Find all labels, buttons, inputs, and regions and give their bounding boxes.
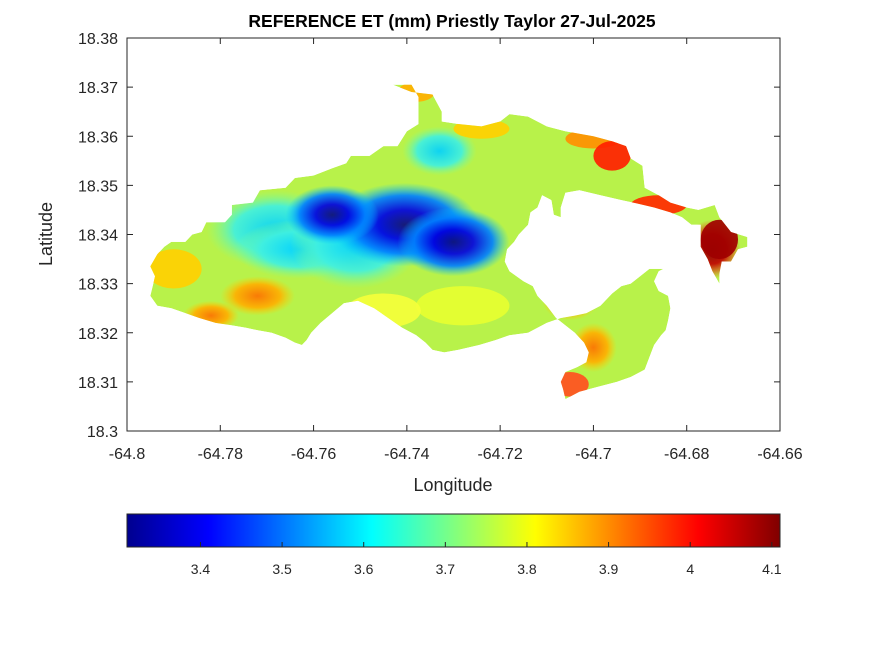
x-tick-label: -64.74 xyxy=(384,446,429,463)
colorbar-tick-label: 3.6 xyxy=(354,561,374,577)
et-value-patch xyxy=(220,276,295,316)
colorbar-tick-label: 3.7 xyxy=(436,561,456,577)
colorbar-tick-label: 3.5 xyxy=(272,561,292,577)
y-axis: 18.3 18.31 18.32 18.33 18.34 18.35 18.36 18.37 1… xyxy=(78,31,780,441)
y-axis-label: Latitude xyxy=(36,202,56,266)
x-tick-label: -64.66 xyxy=(757,446,802,463)
y-tick-label: 18.33 xyxy=(78,277,118,294)
chart-title: REFERENCE ET (mm) Priestly Taylor 27-Jul… xyxy=(248,11,655,31)
x-axis: -64.8 -64.78 -64.76 -64.74 -64.72 -64.7 -64.68… xyxy=(109,38,803,463)
y-tick-label: 18.31 xyxy=(78,375,118,392)
y-tick-label: 18.35 xyxy=(78,178,118,195)
et-value-patch xyxy=(416,286,510,326)
colorbar xyxy=(126,513,781,548)
colorbar-ticks: 3.4 3.5 3.6 3.7 3.8 3.9 4 4.1 xyxy=(191,542,782,577)
et-value-patch xyxy=(593,141,631,171)
x-axis-label: Longitude xyxy=(413,475,492,495)
x-tick-label: -64.7 xyxy=(575,446,612,463)
et-value-patch xyxy=(700,219,739,260)
et-value-patch xyxy=(150,249,202,289)
colorbar-tick-label: 3.4 xyxy=(191,561,211,577)
et-value-patch xyxy=(397,207,510,277)
x-tick-label: -64.8 xyxy=(109,446,146,463)
et-value-patch xyxy=(402,126,477,176)
colorbar-tick-label: 4 xyxy=(686,561,694,577)
colorbar-tick-label: 3.8 xyxy=(517,561,537,577)
y-tick-label: 18.38 xyxy=(78,31,118,48)
x-tick-label: -64.78 xyxy=(198,446,243,463)
y-tick-label: 18.3 xyxy=(87,424,118,441)
y-tick-label: 18.34 xyxy=(78,228,118,245)
et-map xyxy=(150,84,748,400)
x-tick-label: -64.76 xyxy=(291,446,336,463)
island-field xyxy=(150,84,748,400)
x-tick-label: -64.72 xyxy=(477,446,522,463)
y-tick-label: 18.32 xyxy=(78,326,118,343)
y-tick-label: 18.37 xyxy=(78,80,118,97)
colorbar-tick-label: 3.9 xyxy=(599,561,619,577)
colorbar-tick-label: 4.1 xyxy=(762,561,782,577)
x-tick-label: -64.68 xyxy=(664,446,709,463)
y-tick-label: 18.36 xyxy=(78,129,118,146)
et-value-patch xyxy=(285,185,379,245)
